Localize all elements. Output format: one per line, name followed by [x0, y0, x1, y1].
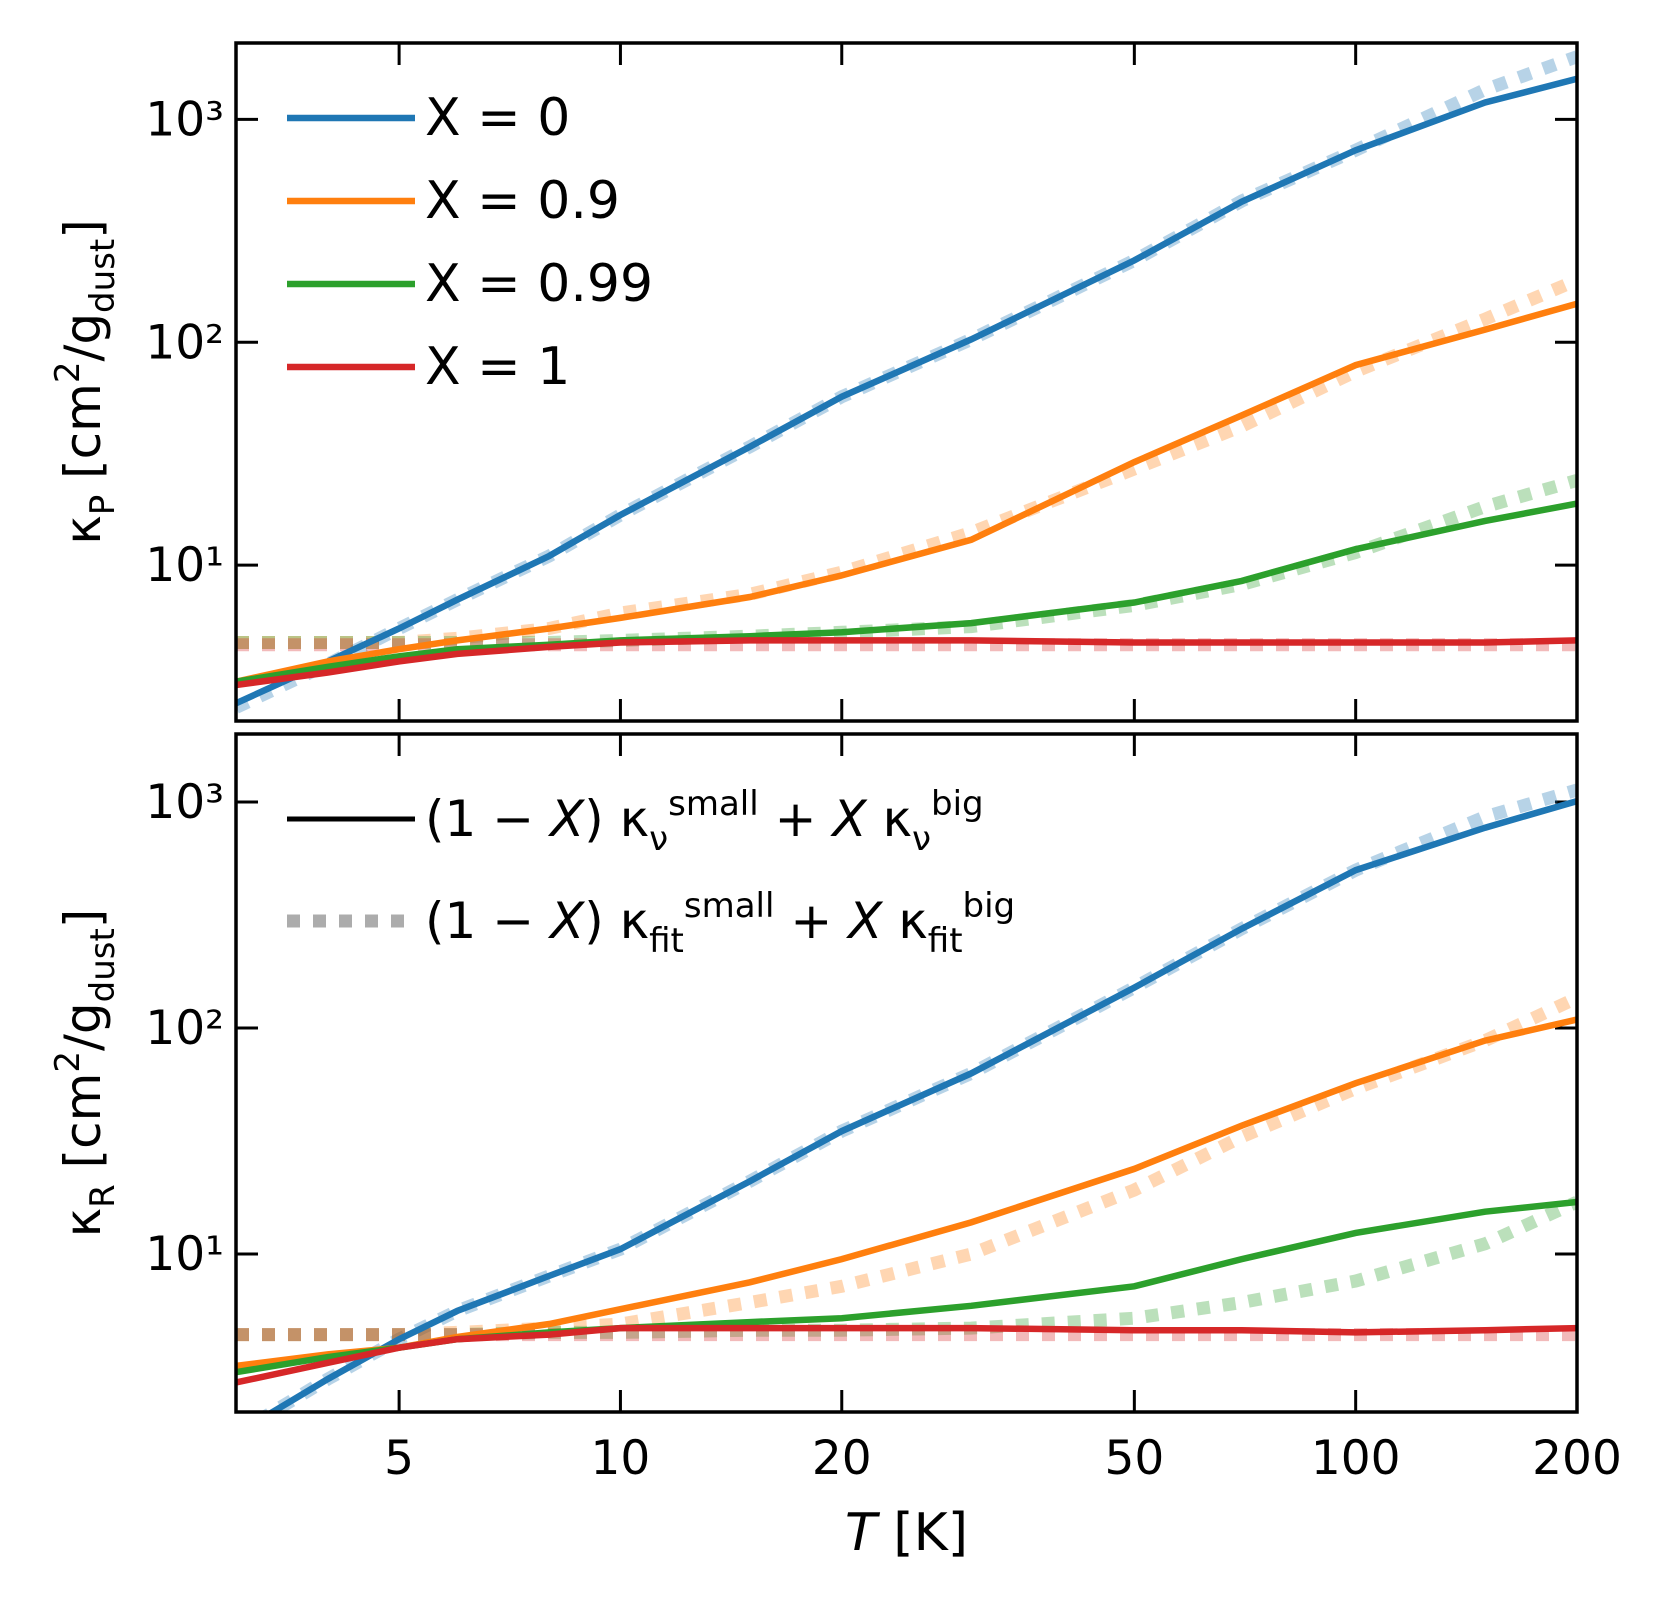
x-tick-label: 50: [1104, 1431, 1164, 1486]
text-part: κ: [54, 1208, 112, 1237]
legend-text: X = 0: [425, 88, 570, 148]
text-part: κ: [54, 515, 112, 544]
text-part: 2: [48, 1051, 88, 1073]
y-tick-label: 10¹: [145, 1227, 224, 1282]
text-part: ) κ: [584, 892, 649, 950]
text-part: [cm: [54, 383, 112, 495]
x-tick-label: 10: [591, 1431, 651, 1486]
text-part: X: [547, 790, 586, 848]
axes-frame: [234, 732, 1579, 1414]
line: [236, 75, 1577, 707]
text-part: /g: [54, 1002, 112, 1051]
y-tick-label: 10²: [145, 1001, 224, 1056]
text-part: 2: [48, 362, 88, 384]
y-axis-label: κR [cm2/gdust]: [48, 909, 123, 1238]
x-tick-label: 200: [1532, 1431, 1622, 1486]
plot-area: [236, 50, 1577, 714]
text-part: big: [931, 784, 984, 824]
text-part: (1 −: [425, 790, 550, 848]
legend-text: X = 1: [425, 337, 570, 397]
text-part: κ: [882, 892, 927, 950]
line: [236, 1198, 1577, 1376]
line: [236, 637, 1577, 689]
fit-line: [236, 1196, 1577, 1342]
fit-line: [236, 992, 1577, 1342]
text-part: +: [774, 892, 848, 950]
text-part: X: [845, 892, 884, 950]
y-tick-label: 10¹: [145, 538, 224, 593]
legend-text: X = 0.99: [425, 254, 653, 314]
legend-label: (1 − X) κfitsmall + X κfitbig: [425, 886, 1015, 961]
text-part: X: [547, 892, 586, 950]
y-tick-label: 10³: [145, 775, 224, 830]
text-part: ν: [649, 819, 668, 859]
x-axis-label: T [K]: [845, 1503, 968, 1563]
text-part: small: [668, 784, 759, 824]
line: [236, 300, 1577, 685]
text-part: fit: [928, 921, 963, 961]
y-tick-label: 10²: [145, 315, 224, 370]
text-part: T: [845, 1503, 881, 1563]
line: [236, 500, 1577, 685]
legend-label: X = 0.99: [425, 254, 653, 314]
text-part: κ: [867, 790, 912, 848]
text-part: P: [83, 495, 123, 516]
text-part: R: [83, 1184, 123, 1208]
fit-line: [236, 274, 1577, 649]
axes-frame: [234, 41, 1579, 723]
y-axis-label: κP [cm2/gdust]: [48, 219, 123, 545]
text-part: ν: [912, 819, 931, 859]
x-tick-label: 5: [384, 1431, 414, 1486]
legend-text: X = 0.9: [425, 171, 620, 231]
fit-line: [259, 783, 1577, 1412]
text-part: dust: [83, 928, 123, 1002]
y-tick-label: 10³: [145, 92, 224, 147]
x-tick-label: 100: [1311, 1431, 1401, 1486]
text-part: /g: [54, 313, 112, 362]
line: [266, 797, 1577, 1412]
text-part: [K]: [877, 1503, 968, 1563]
text-part: (1 −: [425, 892, 550, 950]
text-part: [cm: [54, 1073, 112, 1185]
fit-line: [236, 474, 1577, 649]
legend-label: (1 − X) κνsmall + X κνbig: [425, 784, 984, 859]
text-part: big: [963, 886, 1016, 926]
legend-label: X = 0.9: [425, 171, 620, 231]
text-part: dust: [83, 239, 123, 313]
legend-label: X = 0: [425, 88, 570, 148]
legend-label: X = 1: [425, 337, 570, 397]
text-part: small: [684, 886, 775, 926]
text-part: ]: [54, 219, 112, 239]
text-part: +: [759, 790, 833, 848]
text-part: ]: [54, 909, 112, 929]
text-part: fit: [649, 921, 684, 961]
line: [236, 1324, 1577, 1386]
text-part: X: [829, 790, 868, 848]
plot-area: [236, 783, 1577, 1412]
x-tick-label: 20: [812, 1431, 872, 1486]
text-part: ) κ: [584, 790, 649, 848]
